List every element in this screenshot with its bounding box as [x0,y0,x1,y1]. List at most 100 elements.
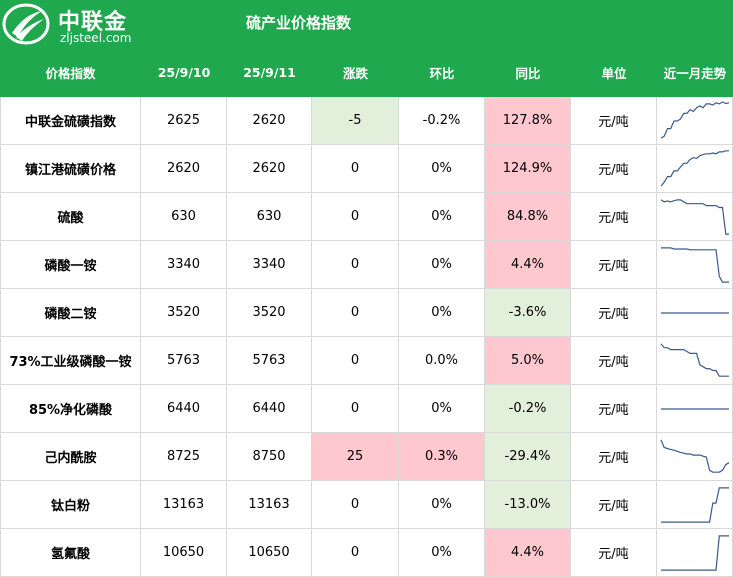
row-mom: 0% [399,289,485,337]
sparkline-chart [660,534,729,571]
row-name: 氢氟酸 [0,529,141,577]
sparkline-line [660,198,729,235]
table-row: 85%净化磷酸 6440 6440 0 0% -0.2% 元/吨 [0,385,733,433]
row-value-date2: 3520 [227,289,312,337]
row-trend-sparkline [657,145,733,193]
row-change: 0 [312,529,399,577]
row-mom: 0% [399,241,485,289]
table-row: 钛白粉 13163 13163 0 0% -13.0% 元/吨 [0,481,733,529]
row-value-date2: 10650 [227,529,312,577]
row-name: 磷酸一铵 [0,241,141,289]
row-change: 0 [312,241,399,289]
row-value-date2: 13163 [227,481,312,529]
row-value-date1: 630 [141,193,227,241]
row-name: 硫酸 [0,193,141,241]
row-unit: 元/吨 [571,337,657,385]
app-header: 中联金 zljsteel.com 硫产业价格指数 [0,0,733,48]
row-value-date1: 10650 [141,529,227,577]
row-name: 中联金硫磺指数 [0,97,141,145]
sparkline-line [660,534,729,571]
row-unit: 元/吨 [571,433,657,481]
column-header-trend: 近一月走势 [663,66,727,81]
row-yoy: -29.4% [485,433,571,481]
row-yoy: 4.4% [485,529,571,577]
row-unit: 元/吨 [571,289,657,337]
column-header-unit: 单位 [601,66,627,81]
row-name: 钛白粉 [0,481,141,529]
column-header-mom: 环比 [429,66,455,81]
table-row: 镇江港硫磺价格 2620 2620 0 0% 124.9% 元/吨 [0,145,733,193]
sparkline-chart [660,246,729,283]
row-yoy: -3.6% [485,289,571,337]
row-change: 0 [312,145,399,193]
page-title: 硫产业价格指数 [246,14,352,32]
row-trend-sparkline [657,97,733,145]
row-trend-sparkline [657,193,733,241]
row-value-date2: 630 [227,193,312,241]
row-value-date2: 6440 [227,385,312,433]
logo-swoosh-icon [2,3,50,45]
row-trend-sparkline [657,481,733,529]
column-header-date1: 25/9/10 [157,65,211,80]
row-trend-sparkline [657,385,733,433]
row-value-date1: 3520 [141,289,227,337]
row-unit: 元/吨 [571,97,657,145]
sparkline-line [660,486,729,523]
table-row: 73%工业级磷酸一铵 5763 5763 0 0.0% 5.0% 元/吨 [0,337,733,385]
row-value-date2: 3340 [227,241,312,289]
row-change: 25 [312,433,399,481]
row-value-date1: 5763 [141,337,227,385]
row-unit: 元/吨 [571,145,657,193]
row-name: 磷酸二铵 [0,289,141,337]
row-name: 镇江港硫磺价格 [0,145,141,193]
sparkline-line [660,149,729,186]
table-row: 硫酸 630 630 0 0% 84.8% 元/吨 [0,193,733,241]
row-change: 0 [312,385,399,433]
row-mom: -0.2% [399,97,485,145]
row-value-date1: 2625 [141,97,227,145]
row-change: 0 [312,289,399,337]
row-value-date2: 2620 [227,145,312,193]
row-name: 己内酰胺 [0,433,141,481]
row-name: 73%工业级磷酸一铵 [0,337,141,385]
sparkline-chart [660,198,729,235]
sparkline-line [660,343,729,377]
logo-url-text: zljsteel.com [60,31,132,45]
row-value-date1: 13163 [141,481,227,529]
row-yoy: -13.0% [485,481,571,529]
row-value-date2: 8750 [227,433,312,481]
row-yoy: 4.4% [485,241,571,289]
sparkline-line [660,100,729,139]
row-unit: 元/吨 [571,481,657,529]
table-header-row: 价格指数 25/9/10 25/9/11 涨跌 环比 同比 单位 近一月走势 [0,48,733,97]
row-change: 0 [312,337,399,385]
row-value-date1: 8725 [141,433,227,481]
row-mom: 0% [399,385,485,433]
sparkline-chart [660,149,729,186]
row-yoy: 84.8% [485,193,571,241]
row-yoy: 124.9% [485,145,571,193]
row-change: 0 [312,193,399,241]
sparkline-line [660,246,729,283]
table-row: 己内酰胺 8725 8750 25 0.3% -29.4% 元/吨 [0,433,733,481]
row-change: 0 [312,481,399,529]
column-header-change: 涨跌 [342,66,368,81]
row-mom: 0% [399,193,485,241]
sparkline-chart [660,343,729,377]
sparkline-chart [660,486,729,523]
row-value-date2: 2620 [227,97,312,145]
row-trend-sparkline [657,241,733,289]
row-unit: 元/吨 [571,529,657,577]
sparkline-chart [659,439,729,473]
row-mom: 0.3% [399,433,485,481]
column-header-date2: 25/9/11 [243,65,296,80]
row-unit: 元/吨 [571,385,657,433]
row-trend-sparkline [657,529,733,577]
sparkline-chart [660,311,729,314]
row-unit: 元/吨 [571,193,657,241]
row-yoy: -0.2% [485,385,571,433]
row-mom: 0.0% [399,337,485,385]
row-mom: 0% [399,481,485,529]
zlj-logo: 中联金 zljsteel.com [2,2,142,46]
row-value-date1: 3340 [141,241,227,289]
